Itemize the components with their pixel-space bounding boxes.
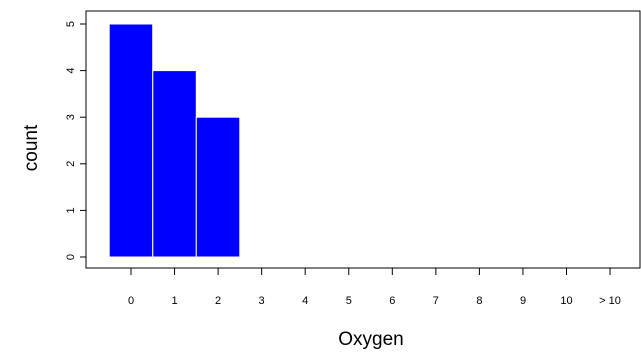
x-tick-label-4: 4 — [302, 295, 308, 307]
x-tick-label-8: 8 — [476, 295, 482, 307]
x-axis-title: Oxygen — [338, 329, 403, 350]
y-tick-label-2: 2 — [65, 161, 77, 167]
x-tick-label-9: 9 — [520, 295, 526, 307]
x-tick-label-1: 1 — [172, 295, 178, 307]
y-tick-label-3: 3 — [65, 114, 77, 120]
x-tick-label-3: 3 — [259, 295, 265, 307]
x-tick-label-5: 5 — [346, 295, 352, 307]
bar-1 — [152, 70, 197, 258]
x-tick-label-6: 6 — [389, 295, 395, 307]
x-tick-label-11: > 10 — [599, 295, 621, 307]
bars-group — [108, 23, 241, 258]
y-tick-label-4: 4 — [65, 68, 77, 74]
x-axis: 0 1 2 3 4 5 6 7 8 9 10 > 10 — [128, 267, 621, 307]
y-tick-label-5: 5 — [65, 21, 77, 27]
x-tick-label-0: 0 — [128, 295, 134, 307]
y-axis-title: count — [21, 124, 42, 171]
y-tick-label-0: 0 — [65, 254, 77, 260]
bar-2 — [195, 116, 241, 258]
x-tick-label-7: 7 — [433, 295, 439, 307]
x-tick-label-2: 2 — [215, 295, 221, 307]
y-axis: 0 1 2 3 4 5 — [65, 21, 87, 260]
y-tick-label-1: 1 — [65, 207, 77, 213]
bar-0 — [108, 23, 154, 258]
x-tick-label-10: 10 — [560, 295, 572, 307]
